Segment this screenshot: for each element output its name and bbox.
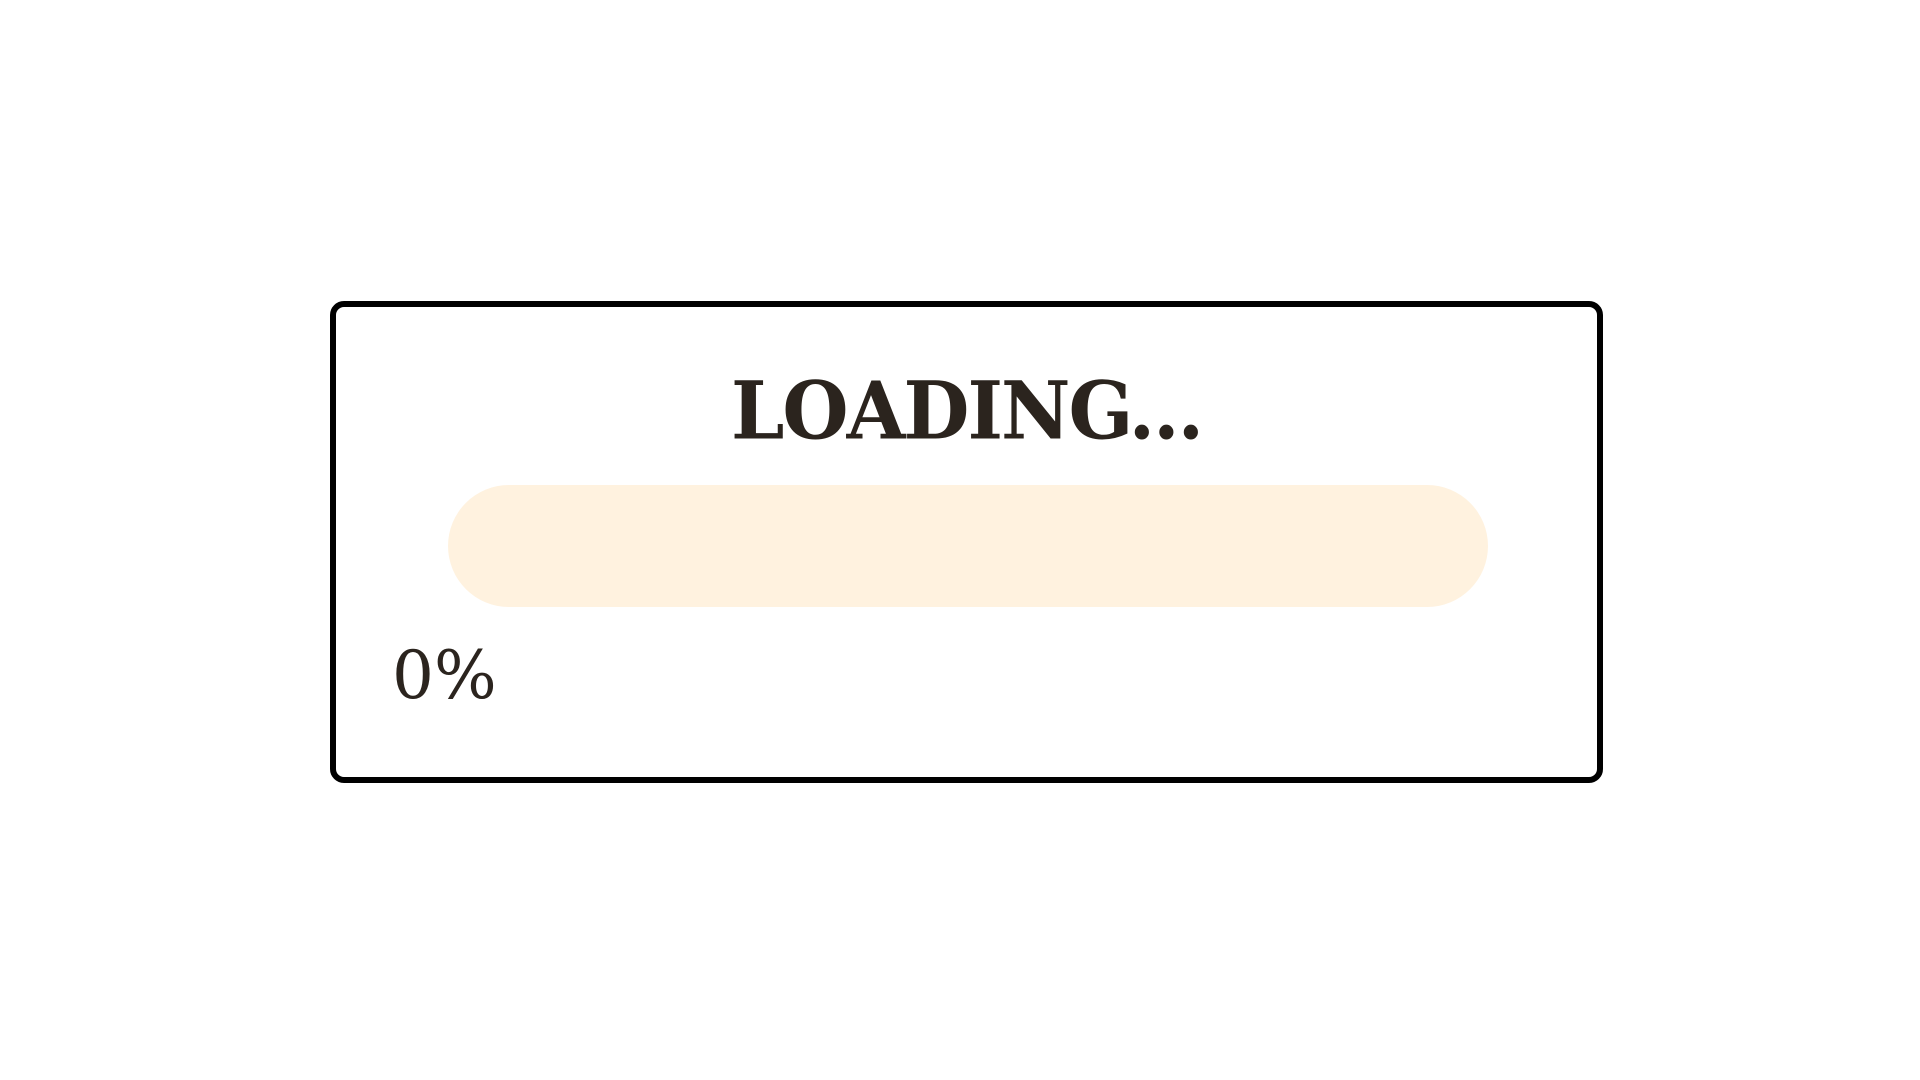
progress-bar-track	[448, 485, 1488, 607]
loading-title: LOADING...	[730, 363, 1204, 458]
progress-percent-label: 0%	[392, 637, 497, 714]
loading-dialog: LOADING... 0%	[330, 301, 1603, 783]
